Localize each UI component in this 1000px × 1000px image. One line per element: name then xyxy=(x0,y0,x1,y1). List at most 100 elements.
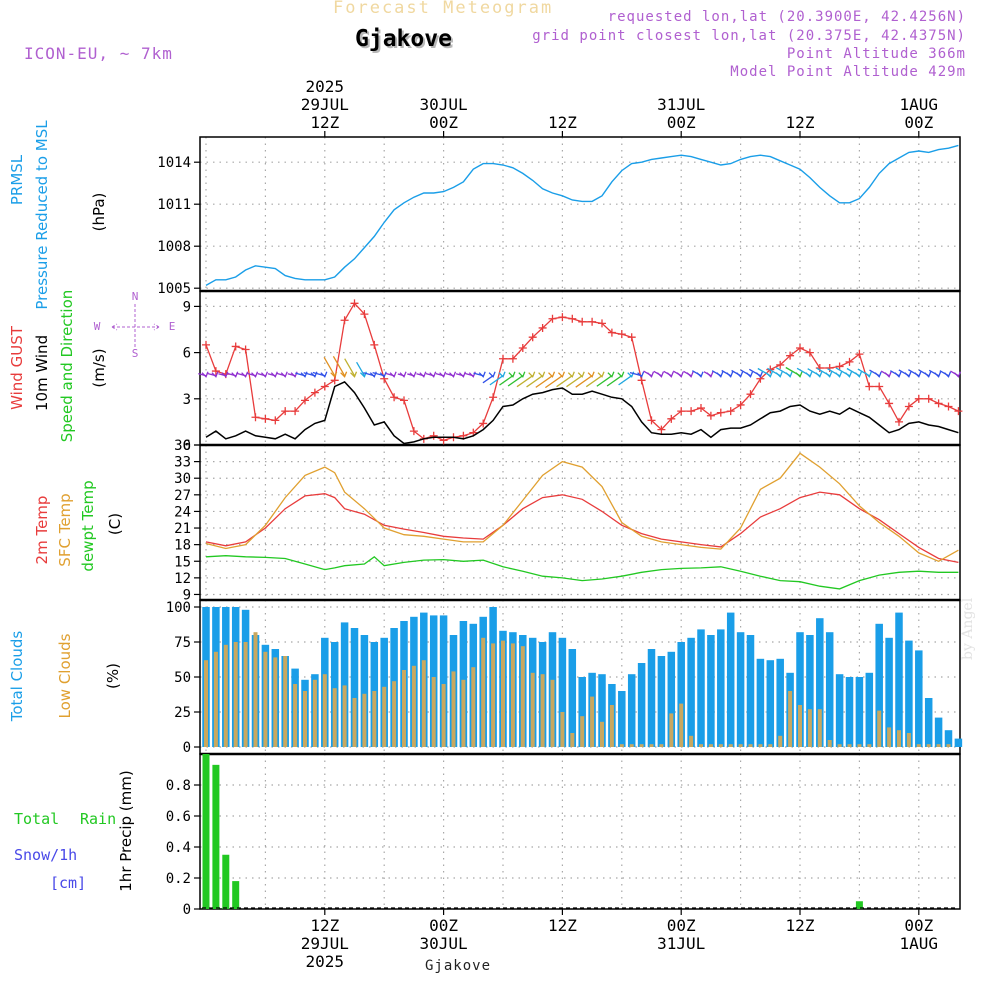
gust-point xyxy=(716,408,725,417)
gust-point xyxy=(865,382,874,391)
wind-arrow-head xyxy=(607,371,615,378)
total-cloud-bar xyxy=(806,635,814,747)
y-tick-label: 15 xyxy=(174,554,191,570)
wind-arrow-head xyxy=(260,371,269,378)
low-cloud-bar xyxy=(263,651,268,747)
gust-point xyxy=(330,376,339,385)
time-label-bottom: 1AUG xyxy=(900,934,939,953)
time-label-top: 31JUL xyxy=(657,95,705,114)
panel-frame-wind xyxy=(199,290,961,446)
total-cloud-bar xyxy=(627,674,636,747)
time-label-top: 00Z xyxy=(904,113,933,132)
point-altitude: Point Altitude 366m xyxy=(786,46,966,62)
wind-arrow-head xyxy=(904,371,912,378)
wind-arrow-head xyxy=(290,371,298,378)
low-cloud-bar xyxy=(402,670,406,747)
wind-ylabel-speed: Speed and Direction xyxy=(58,290,76,443)
temp-ylabel-dewpt: dewpt Temp xyxy=(79,480,97,571)
gust-point xyxy=(320,382,329,391)
time-label-top: 00Z xyxy=(429,113,458,132)
time-label-bottom: 2025 xyxy=(306,952,345,971)
low-cloud-bar xyxy=(471,667,476,747)
low-cloud-bar xyxy=(560,712,565,747)
time-label-bottom: 12Z xyxy=(786,916,815,935)
wind-arrow-head xyxy=(340,371,348,378)
wind-arrow-head xyxy=(805,371,813,378)
wind-arrow-head xyxy=(567,371,575,378)
wind-arrow-head xyxy=(825,371,833,378)
gust-point xyxy=(360,310,369,319)
gust-point xyxy=(261,414,270,423)
total-cloud-bar xyxy=(726,612,735,747)
low-cloud-bar xyxy=(778,735,783,747)
wind-arrow-head xyxy=(785,371,793,378)
gust-point xyxy=(508,354,517,363)
gust-point xyxy=(518,343,527,352)
gust-point xyxy=(914,394,923,403)
wind-arrow-head xyxy=(548,371,556,378)
wind-arrow xyxy=(556,375,573,388)
wind-arrow-head xyxy=(696,371,704,378)
time-label-top: 30JUL xyxy=(420,95,468,114)
total-cloud-bar xyxy=(667,651,676,747)
low-cloud-bar xyxy=(411,665,416,747)
low-cloud-bar xyxy=(847,744,852,747)
panel-frame-pressure xyxy=(199,136,961,292)
gust-point xyxy=(647,416,656,425)
gust-point xyxy=(350,299,359,308)
y-tick-label: 0.6 xyxy=(166,809,191,825)
low-cloud-bar xyxy=(718,744,723,747)
low-cloud-bar xyxy=(233,642,238,747)
low-cloud-bar xyxy=(689,735,694,747)
gust-point xyxy=(746,390,755,399)
wind-arrow xyxy=(323,357,336,377)
total-cloud-bar xyxy=(568,649,577,747)
wind-arrow-head xyxy=(686,371,694,378)
wind-arrow-head xyxy=(241,371,249,378)
wind-ylabel-10m: 10m Wind xyxy=(33,335,51,411)
pressure-ylabel-1: PRMSL xyxy=(8,154,26,205)
low-cloud-bar xyxy=(738,744,743,747)
total-cloud-bar xyxy=(350,628,359,747)
time-label-top: 12Z xyxy=(786,113,815,132)
low-cloud-bar xyxy=(332,688,337,747)
y-tick-label: 0 xyxy=(183,740,191,756)
gust-point xyxy=(231,342,240,351)
y-tick-label: 100 xyxy=(166,600,191,616)
low-cloud-bar xyxy=(481,637,486,747)
gust-point xyxy=(310,388,319,397)
rain-bar xyxy=(222,854,230,909)
panel-frame-precip xyxy=(199,753,961,910)
gust-point xyxy=(489,393,498,402)
total-cloud-bar xyxy=(924,698,933,747)
wind-arrow xyxy=(489,375,504,386)
gust-point xyxy=(855,350,864,359)
y-tick-label: 75 xyxy=(174,635,191,651)
gust-point xyxy=(677,407,686,416)
low-cloud-bar xyxy=(936,744,941,747)
rain-bar xyxy=(855,901,863,909)
gust-point xyxy=(370,340,379,349)
total-cloud-bar xyxy=(796,632,804,747)
total-cloud-bar xyxy=(934,717,943,747)
temp-ylabel-sfc: SFC Temp xyxy=(56,493,74,566)
total-cloud-bar xyxy=(885,637,893,747)
low-cloud-bar xyxy=(372,691,377,747)
low-cloud-bar xyxy=(342,685,347,747)
compass-icon xyxy=(111,304,160,350)
low-cloud-bar xyxy=(303,691,307,747)
low-cloud-bar xyxy=(699,744,703,747)
low-cloud-bar xyxy=(649,744,654,747)
wind-series-line xyxy=(205,380,959,445)
wind-arrow-head xyxy=(251,371,259,378)
low-cloud-bar xyxy=(827,740,832,747)
total-cloud-bar xyxy=(340,622,349,747)
wind-arrow-head xyxy=(676,371,684,378)
y-tick-label: 18 xyxy=(174,538,191,554)
gust-point xyxy=(271,416,280,425)
total-cloud-bar xyxy=(746,635,755,747)
wind-arrow-head xyxy=(894,371,902,378)
wind-arrow-head xyxy=(419,371,427,378)
wind-arrow-head xyxy=(944,371,952,378)
total-cloud-bar xyxy=(766,660,775,747)
